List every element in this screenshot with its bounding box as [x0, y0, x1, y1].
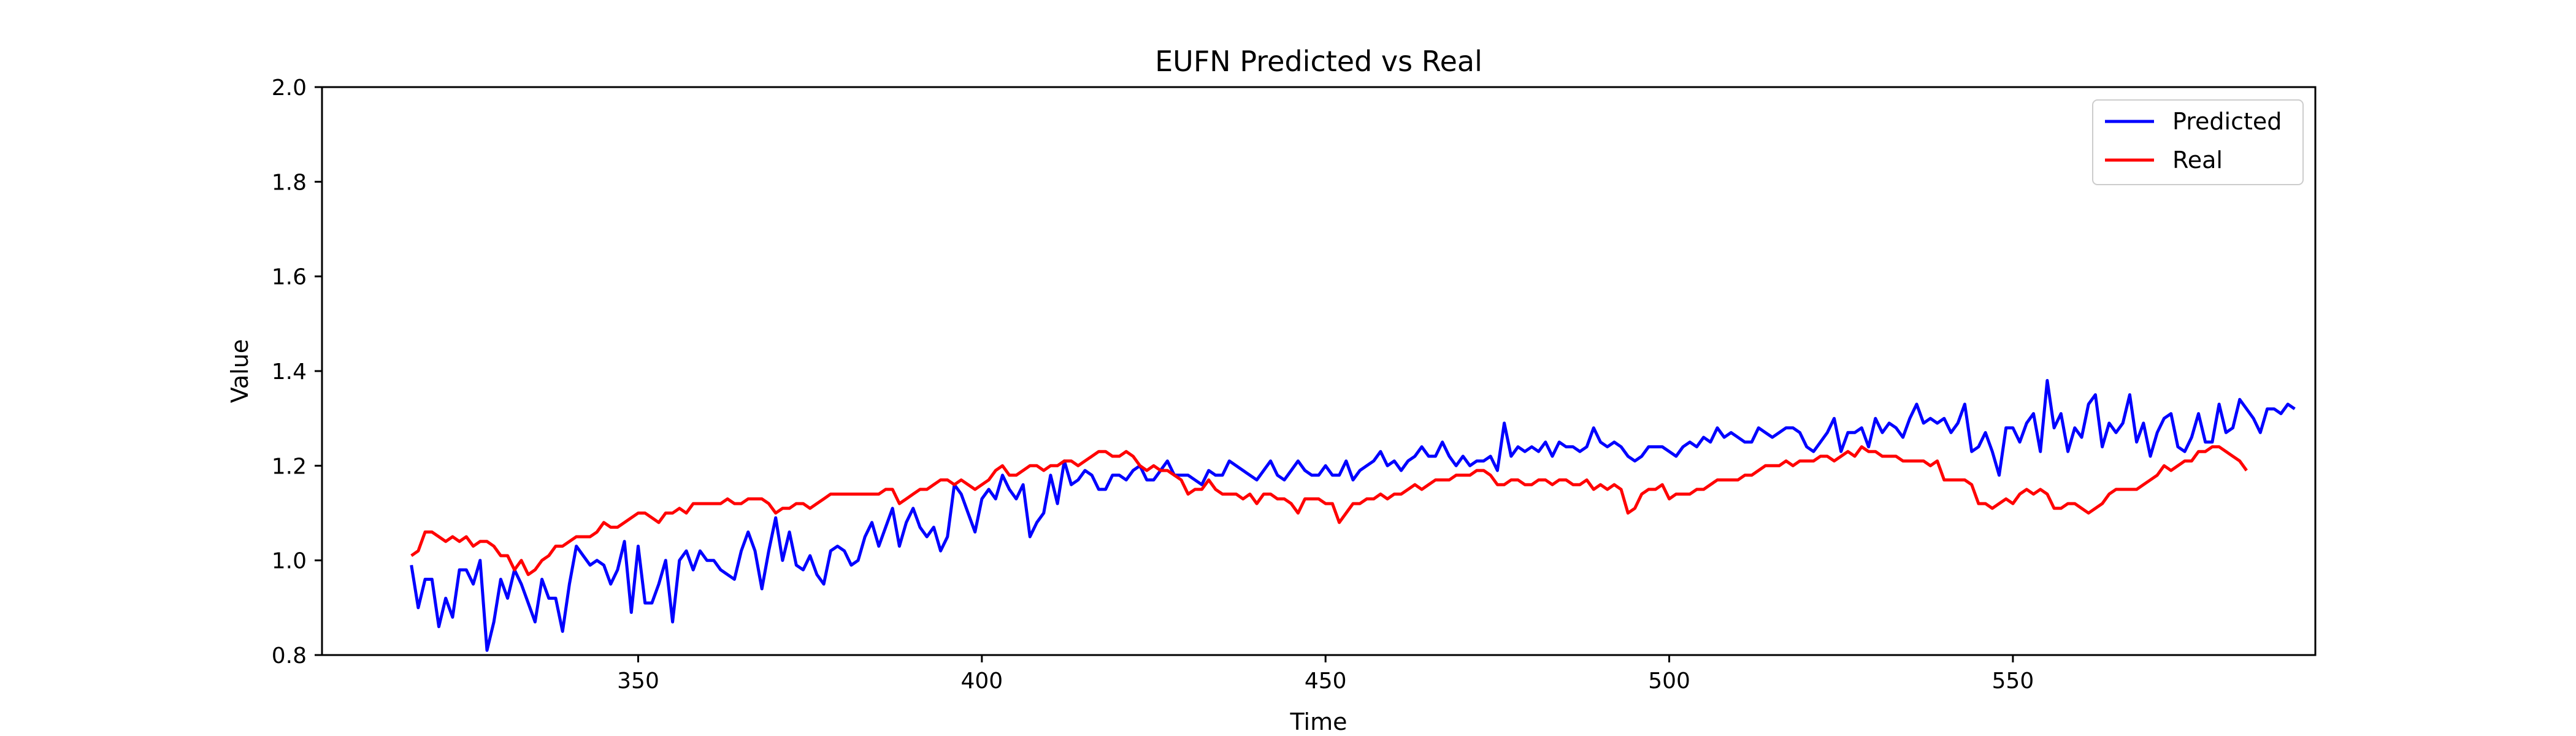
- x-tick-label: 450: [1305, 669, 1347, 694]
- y-tick-label: 1.0: [272, 549, 307, 574]
- y-tick-label: 1.4: [272, 359, 307, 385]
- x-tick-label: 550: [1992, 669, 2034, 694]
- legend: Predicted Real: [2092, 99, 2304, 185]
- x-tick-label: 500: [1648, 669, 1690, 694]
- x-tick-label: 400: [961, 669, 1003, 694]
- y-tick-label: 1.8: [272, 170, 307, 195]
- series-lines: [410, 378, 2296, 652]
- y-axis: 0.8 1.0 1.2 1.4 1.6 1.8 2.0: [272, 75, 322, 669]
- x-axis: 350 400 450 500 550: [617, 655, 2034, 694]
- x-axis-label: Time: [1290, 708, 1347, 735]
- legend-label-predicted: Predicted: [2172, 108, 2282, 135]
- x-tick-label: 350: [617, 669, 659, 694]
- y-tick-label: 1.6: [272, 265, 307, 290]
- y-tick-label: 0.8: [272, 643, 307, 669]
- series-line-predicted: [410, 378, 2296, 652]
- plot-area-frame: [321, 86, 2317, 656]
- y-axis-label: Value: [226, 339, 253, 403]
- y-tick-label: 2.0: [272, 75, 307, 101]
- chart-title: EUFN Predicted vs Real: [1155, 45, 1482, 78]
- y-tick-label: 1.2: [272, 454, 307, 479]
- series-line-real: [410, 445, 2248, 577]
- legend-label-real: Real: [2172, 147, 2223, 174]
